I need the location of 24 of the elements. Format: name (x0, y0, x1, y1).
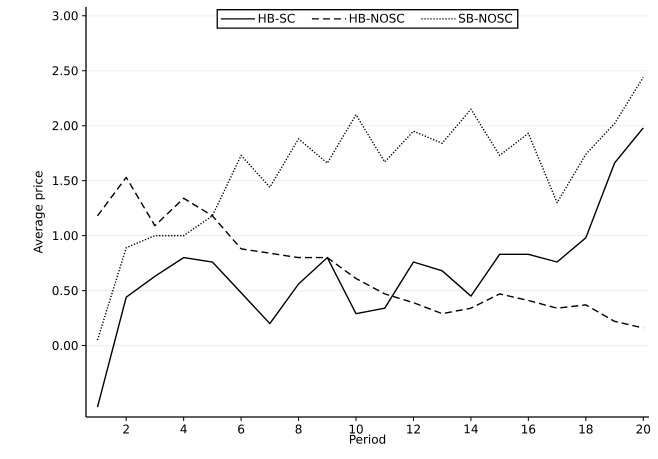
legend-label: SB-NOSC (458, 14, 512, 23)
x-tick-label: 10 (350, 424, 363, 434)
x-tick-label: 14 (464, 424, 478, 434)
x-tick-label: 8 (296, 424, 302, 434)
x-tick-label: 4 (180, 424, 187, 434)
line-series (96, 127, 644, 408)
y-tick-label: 2.00 (52, 121, 78, 130)
legend-label: HB-NOSC (350, 14, 404, 23)
x-tick-label: 6 (238, 424, 244, 434)
y-tick-label: 2.50 (52, 66, 78, 76)
y-tick-label: 1.50 (53, 176, 78, 186)
x-tick-label: 20 (636, 424, 650, 434)
x-tick-label: 2 (123, 424, 129, 434)
legend-label: HB-SC (258, 14, 295, 23)
y-tick-label: 0.00 (52, 341, 78, 350)
y-axis-title: Average price (33, 171, 45, 254)
y-tick-label: 1.00 (53, 231, 78, 240)
line-series (96, 76, 644, 341)
x-tick-label: 18 (579, 424, 593, 434)
x-tick-label: 16 (522, 424, 536, 434)
x-axis-title: Period (350, 434, 386, 444)
y-tick-label: 3.00 (52, 11, 78, 20)
y-tick-label: 0.50 (52, 286, 78, 296)
x-tick-label: 12 (407, 424, 420, 434)
